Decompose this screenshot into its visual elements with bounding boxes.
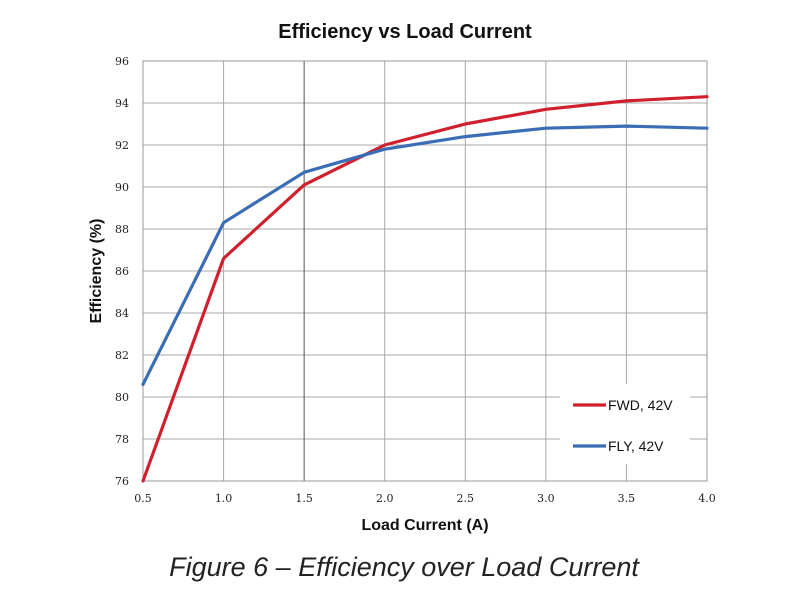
x-tick-label: 4.0 <box>698 492 716 505</box>
x-tick-label: 3.5 <box>618 492 636 505</box>
x-tick-label: 0.5 <box>134 492 152 505</box>
y-tick-label: 90 <box>115 181 129 194</box>
y-tick-label: 76 <box>115 475 129 488</box>
legend-entry: FWD, 42V <box>608 397 673 413</box>
x-tick-label: 1.5 <box>295 492 313 505</box>
y-tick-label: 78 <box>115 433 129 446</box>
legend-entry: FLY, 42V <box>608 438 664 454</box>
legend: FWD, 42V FLY, 42V <box>560 384 690 464</box>
y-tick-label: 82 <box>115 349 129 362</box>
x-tick-label: 2.5 <box>457 492 475 505</box>
y-tick-label: 84 <box>115 307 129 320</box>
y-tick-label: 92 <box>115 139 129 152</box>
y-axis-label: Efficiency (%) <box>88 219 105 324</box>
figure-caption: Figure 6 – Efficiency over Load Current <box>169 552 640 582</box>
series-lines <box>141 95 709 483</box>
series-line-fwd <box>141 95 709 483</box>
series-line-fly <box>141 124 709 386</box>
y-tick-label: 88 <box>115 223 129 236</box>
x-tick-label: 3.0 <box>537 492 555 505</box>
x-tick-label: 1.0 <box>215 492 233 505</box>
chart-title: Efficiency vs Load Current <box>278 21 532 43</box>
x-tick-labels: 0.5 1.0 1.5 2.0 2.5 3.0 3.5 4.0 <box>134 492 716 505</box>
y-tick-label: 86 <box>115 265 129 278</box>
plot-area <box>142 60 708 482</box>
y-tick-labels: 76 78 80 82 84 86 88 90 92 94 96 <box>115 55 129 488</box>
x-axis-label: Load Current (A) <box>361 517 488 534</box>
x-tick-label: 2.0 <box>376 492 394 505</box>
legend-box <box>560 384 690 464</box>
y-tick-label: 80 <box>115 391 129 404</box>
y-tick-label: 94 <box>115 97 129 110</box>
y-tick-label: 96 <box>115 55 129 68</box>
